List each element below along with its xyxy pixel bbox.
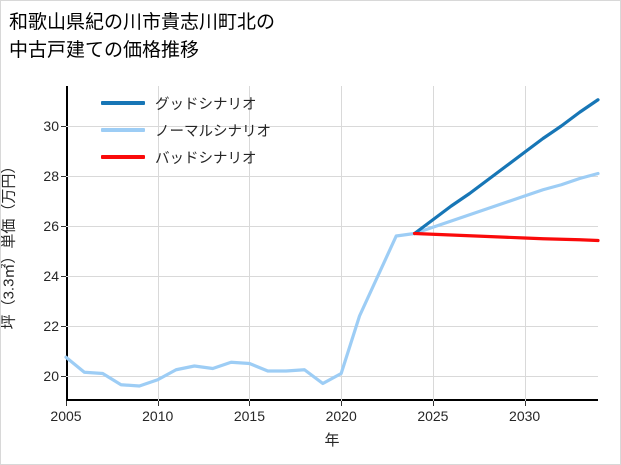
x-axis-title: 年 — [324, 432, 340, 449]
gridline-horizontal — [66, 126, 598, 127]
series-lines — [64, 98, 600, 388]
legend-label: グッドシナリオ — [155, 96, 257, 113]
series-line — [64, 171, 600, 388]
y-tick-mark — [61, 276, 66, 277]
y-tick-mark — [61, 226, 66, 227]
gridline-horizontal — [66, 326, 598, 327]
x-tick-mark — [341, 401, 343, 406]
legend-item[interactable]: バッドシナリオ — [101, 148, 271, 167]
x-tick-label: 2010 — [142, 408, 174, 424]
legend-color-swatch — [101, 128, 145, 132]
x-tick-mark — [249, 401, 251, 406]
x-tick-label: 2030 — [509, 408, 541, 424]
legend: グッドシナリオ ノーマルシナリオ バッドシナリオ — [101, 94, 271, 167]
x-tick-mark — [66, 401, 67, 406]
legend-label: ノーマルシナリオ — [155, 123, 271, 140]
gridline-horizontal — [66, 226, 598, 227]
gridline-vertical — [432, 86, 434, 401]
gridline-vertical — [249, 86, 251, 401]
gridline-vertical — [157, 86, 159, 401]
y-tick-mark — [61, 126, 66, 127]
series-line — [412, 98, 600, 236]
y-tick-label: 20 — [43, 368, 59, 384]
y-tick-mark — [61, 326, 66, 327]
page-title: 和歌山県紀の川市貴志川町北の 中古戸建ての価格推移 — [9, 12, 276, 61]
y-tick-label: 26 — [43, 218, 59, 234]
series-line — [412, 231, 600, 243]
x-tick-label: 2015 — [233, 408, 266, 424]
x-tick-label: 2025 — [417, 408, 449, 424]
gridline-vertical — [524, 86, 526, 401]
x-tick-mark — [524, 401, 526, 406]
plot-area: 20 22 24 26 28 30 2005 2010 2015 2020 2025 2030 坪（… — [1, 86, 600, 449]
legend-color-swatch — [101, 155, 145, 159]
legend-item[interactable]: グッドシナリオ — [101, 94, 271, 113]
x-tick-label: 2005 — [50, 408, 82, 424]
x-tick-mark — [432, 401, 434, 406]
y-tick-label: 30 — [43, 118, 59, 134]
y-tick-mark — [61, 176, 66, 177]
y-tick-mark — [61, 376, 66, 377]
x-tick-label: 2020 — [325, 408, 357, 424]
legend-item[interactable]: ノーマルシナリオ — [101, 121, 271, 140]
legend-color-swatch — [101, 101, 145, 105]
y-tick-label: 24 — [43, 268, 59, 284]
y-axis-title: 坪（3.3㎡）単価（万円） — [0, 158, 18, 329]
y-tick-label: 22 — [43, 318, 59, 334]
x-tick-mark — [157, 401, 159, 406]
plot-frame — [66, 86, 598, 401]
gridline-horizontal — [66, 376, 598, 377]
y-tick-label: 28 — [43, 168, 59, 184]
gridline-horizontal — [66, 176, 598, 177]
gridline-horizontal — [66, 276, 598, 277]
gridline-vertical — [341, 86, 343, 401]
legend-label: バッドシナリオ — [155, 150, 257, 167]
